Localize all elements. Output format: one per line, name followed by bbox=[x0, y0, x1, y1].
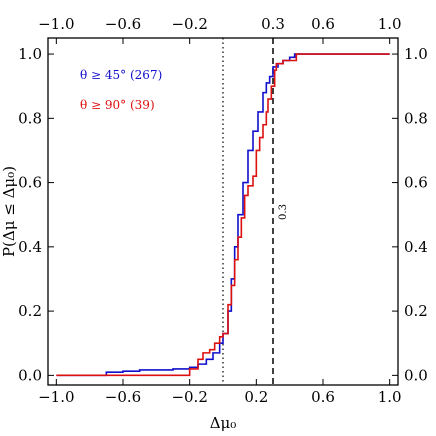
y-tick-label: 0.2 bbox=[18, 302, 42, 320]
y-tick-label: 0.0 bbox=[18, 366, 42, 384]
x-tick-label: −0.6 bbox=[105, 388, 141, 406]
y-right-tick-label: 0.4 bbox=[404, 238, 428, 256]
x-top-tick-label: −0.2 bbox=[171, 15, 207, 33]
x-axis-title: Δμ₀ bbox=[210, 414, 237, 432]
x-top-tick-label: 0.3 bbox=[261, 15, 285, 33]
x-tick-label: 0.2 bbox=[244, 388, 268, 406]
y-axis-title: P(Δμ ≤ Δμ₀) bbox=[0, 166, 18, 257]
x-tick-label: 0.6 bbox=[311, 388, 335, 406]
y-right-tick-label: 0.2 bbox=[404, 302, 428, 320]
x-top-tick-label: 0.6 bbox=[311, 15, 335, 33]
y-right-tick-label: 1.0 bbox=[404, 45, 428, 63]
series-layer bbox=[56, 53, 390, 377]
dashed-line-label: 0.3 bbox=[278, 204, 289, 220]
legend: θ ≥ 45° (267) θ ≥ 90° (39) bbox=[80, 68, 162, 112]
y-tick-label: 1.0 bbox=[18, 45, 42, 63]
y-tick-label: 0.6 bbox=[18, 174, 42, 192]
x-top-tick-label: −0.6 bbox=[105, 15, 141, 33]
x-top-tick-label: 1.0 bbox=[378, 15, 402, 33]
y-right-tick-label: 0.6 bbox=[404, 174, 428, 192]
legend-entry-0: θ ≥ 45° (267) bbox=[80, 68, 162, 82]
x-tick-label: −0.2 bbox=[171, 388, 207, 406]
y-right-tick-label: 0.8 bbox=[404, 109, 428, 127]
x-tick-label: −1.0 bbox=[38, 388, 74, 406]
y-tick-label: 0.4 bbox=[18, 238, 42, 256]
y-tick-label: 0.8 bbox=[18, 109, 42, 127]
series-line-0 bbox=[56, 53, 390, 377]
legend-entry-1: θ ≥ 90° (39) bbox=[80, 98, 155, 112]
y-right-tick-label: 0.0 bbox=[404, 366, 428, 384]
ticks-layer: −1.0 −0.6 −0.2 0.2 0.6 1.0 −1.0 −0.6 −0.2 0.3 0.6 1… bbox=[18, 15, 428, 406]
series-line-1 bbox=[56, 53, 390, 377]
x-top-tick-label: −1.0 bbox=[38, 15, 74, 33]
reference-lines bbox=[222, 38, 274, 385]
x-tick-label: 1.0 bbox=[378, 388, 402, 406]
